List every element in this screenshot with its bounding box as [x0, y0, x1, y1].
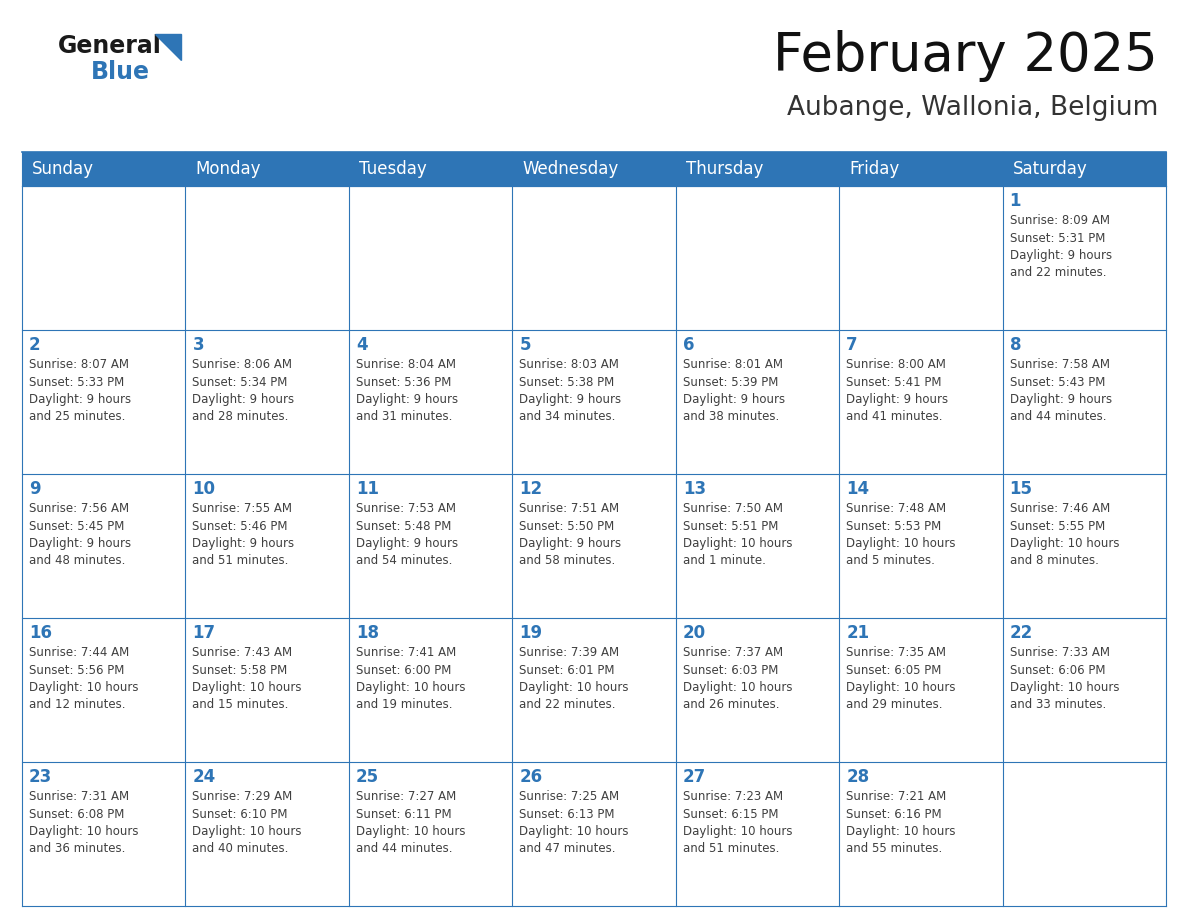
Text: Sunrise: 7:56 AM
Sunset: 5:45 PM
Daylight: 9 hours
and 48 minutes.: Sunrise: 7:56 AM Sunset: 5:45 PM Dayligh…	[29, 502, 131, 567]
Text: 3: 3	[192, 336, 204, 354]
Text: Sunrise: 7:58 AM
Sunset: 5:43 PM
Daylight: 9 hours
and 44 minutes.: Sunrise: 7:58 AM Sunset: 5:43 PM Dayligh…	[1010, 358, 1112, 423]
Text: Sunrise: 7:50 AM
Sunset: 5:51 PM
Daylight: 10 hours
and 1 minute.: Sunrise: 7:50 AM Sunset: 5:51 PM Dayligh…	[683, 502, 792, 567]
Text: 27: 27	[683, 768, 706, 786]
Text: 16: 16	[29, 624, 52, 642]
Text: 1: 1	[1010, 192, 1020, 210]
Text: 14: 14	[846, 480, 870, 498]
Text: Sunrise: 8:03 AM
Sunset: 5:38 PM
Daylight: 9 hours
and 34 minutes.: Sunrise: 8:03 AM Sunset: 5:38 PM Dayligh…	[519, 358, 621, 423]
Text: February 2025: February 2025	[773, 30, 1158, 82]
Text: 22: 22	[1010, 624, 1032, 642]
Text: 8: 8	[1010, 336, 1020, 354]
Text: Sunrise: 7:33 AM
Sunset: 6:06 PM
Daylight: 10 hours
and 33 minutes.: Sunrise: 7:33 AM Sunset: 6:06 PM Dayligh…	[1010, 646, 1119, 711]
Text: Sunrise: 7:21 AM
Sunset: 6:16 PM
Daylight: 10 hours
and 55 minutes.: Sunrise: 7:21 AM Sunset: 6:16 PM Dayligh…	[846, 790, 955, 856]
Text: 19: 19	[519, 624, 543, 642]
Text: Sunrise: 7:53 AM
Sunset: 5:48 PM
Daylight: 9 hours
and 54 minutes.: Sunrise: 7:53 AM Sunset: 5:48 PM Dayligh…	[356, 502, 459, 567]
Text: Sunrise: 7:55 AM
Sunset: 5:46 PM
Daylight: 9 hours
and 51 minutes.: Sunrise: 7:55 AM Sunset: 5:46 PM Dayligh…	[192, 502, 295, 567]
Bar	[23, 152, 1165, 186]
Text: 18: 18	[356, 624, 379, 642]
Text: Friday: Friday	[849, 160, 899, 178]
Text: 9: 9	[29, 480, 40, 498]
Text: Sunrise: 8:06 AM
Sunset: 5:34 PM
Daylight: 9 hours
and 28 minutes.: Sunrise: 8:06 AM Sunset: 5:34 PM Dayligh…	[192, 358, 295, 423]
Text: Saturday: Saturday	[1012, 160, 1087, 178]
Polygon shape	[154, 34, 181, 60]
Text: 5: 5	[519, 336, 531, 354]
Text: Sunrise: 8:00 AM
Sunset: 5:41 PM
Daylight: 9 hours
and 41 minutes.: Sunrise: 8:00 AM Sunset: 5:41 PM Dayligh…	[846, 358, 948, 423]
Text: Tuesday: Tuesday	[359, 160, 426, 178]
Text: Sunrise: 7:29 AM
Sunset: 6:10 PM
Daylight: 10 hours
and 40 minutes.: Sunrise: 7:29 AM Sunset: 6:10 PM Dayligh…	[192, 790, 302, 856]
Text: 24: 24	[192, 768, 216, 786]
Text: Sunrise: 7:43 AM
Sunset: 5:58 PM
Daylight: 10 hours
and 15 minutes.: Sunrise: 7:43 AM Sunset: 5:58 PM Dayligh…	[192, 646, 302, 711]
Text: Sunrise: 7:35 AM
Sunset: 6:05 PM
Daylight: 10 hours
and 29 minutes.: Sunrise: 7:35 AM Sunset: 6:05 PM Dayligh…	[846, 646, 955, 711]
Text: 26: 26	[519, 768, 543, 786]
Text: Sunrise: 7:46 AM
Sunset: 5:55 PM
Daylight: 10 hours
and 8 minutes.: Sunrise: 7:46 AM Sunset: 5:55 PM Dayligh…	[1010, 502, 1119, 567]
Text: Sunrise: 8:09 AM
Sunset: 5:31 PM
Daylight: 9 hours
and 22 minutes.: Sunrise: 8:09 AM Sunset: 5:31 PM Dayligh…	[1010, 214, 1112, 279]
Text: 10: 10	[192, 480, 215, 498]
Text: Sunrise: 7:48 AM
Sunset: 5:53 PM
Daylight: 10 hours
and 5 minutes.: Sunrise: 7:48 AM Sunset: 5:53 PM Dayligh…	[846, 502, 955, 567]
Text: 20: 20	[683, 624, 706, 642]
Text: 4: 4	[356, 336, 367, 354]
Text: Sunrise: 7:27 AM
Sunset: 6:11 PM
Daylight: 10 hours
and 44 minutes.: Sunrise: 7:27 AM Sunset: 6:11 PM Dayligh…	[356, 790, 466, 856]
Text: 15: 15	[1010, 480, 1032, 498]
Text: Sunrise: 8:04 AM
Sunset: 5:36 PM
Daylight: 9 hours
and 31 minutes.: Sunrise: 8:04 AM Sunset: 5:36 PM Dayligh…	[356, 358, 459, 423]
Text: 25: 25	[356, 768, 379, 786]
Text: 12: 12	[519, 480, 543, 498]
Text: General: General	[58, 34, 162, 58]
Text: Aubange, Wallonia, Belgium: Aubange, Wallonia, Belgium	[786, 95, 1158, 121]
Text: Sunrise: 7:37 AM
Sunset: 6:03 PM
Daylight: 10 hours
and 26 minutes.: Sunrise: 7:37 AM Sunset: 6:03 PM Dayligh…	[683, 646, 792, 711]
Text: Sunrise: 7:51 AM
Sunset: 5:50 PM
Daylight: 9 hours
and 58 minutes.: Sunrise: 7:51 AM Sunset: 5:50 PM Dayligh…	[519, 502, 621, 567]
Text: Sunrise: 7:25 AM
Sunset: 6:13 PM
Daylight: 10 hours
and 47 minutes.: Sunrise: 7:25 AM Sunset: 6:13 PM Dayligh…	[519, 790, 628, 856]
Text: 23: 23	[29, 768, 52, 786]
Text: 17: 17	[192, 624, 215, 642]
Text: Sunrise: 7:39 AM
Sunset: 6:01 PM
Daylight: 10 hours
and 22 minutes.: Sunrise: 7:39 AM Sunset: 6:01 PM Dayligh…	[519, 646, 628, 711]
Text: Blue: Blue	[91, 60, 150, 84]
Text: Sunrise: 8:01 AM
Sunset: 5:39 PM
Daylight: 9 hours
and 38 minutes.: Sunrise: 8:01 AM Sunset: 5:39 PM Dayligh…	[683, 358, 785, 423]
Text: Sunrise: 7:41 AM
Sunset: 6:00 PM
Daylight: 10 hours
and 19 minutes.: Sunrise: 7:41 AM Sunset: 6:00 PM Dayligh…	[356, 646, 466, 711]
Text: 2: 2	[29, 336, 40, 354]
Text: Sunday: Sunday	[32, 160, 94, 178]
Text: 13: 13	[683, 480, 706, 498]
Text: 21: 21	[846, 624, 870, 642]
Text: Sunrise: 7:23 AM
Sunset: 6:15 PM
Daylight: 10 hours
and 51 minutes.: Sunrise: 7:23 AM Sunset: 6:15 PM Dayligh…	[683, 790, 792, 856]
Text: Sunrise: 8:07 AM
Sunset: 5:33 PM
Daylight: 9 hours
and 25 minutes.: Sunrise: 8:07 AM Sunset: 5:33 PM Dayligh…	[29, 358, 131, 423]
Text: Sunrise: 7:44 AM
Sunset: 5:56 PM
Daylight: 10 hours
and 12 minutes.: Sunrise: 7:44 AM Sunset: 5:56 PM Dayligh…	[29, 646, 139, 711]
Text: 6: 6	[683, 336, 694, 354]
Text: 11: 11	[356, 480, 379, 498]
Text: Sunrise: 7:31 AM
Sunset: 6:08 PM
Daylight: 10 hours
and 36 minutes.: Sunrise: 7:31 AM Sunset: 6:08 PM Dayligh…	[29, 790, 139, 856]
Text: 7: 7	[846, 336, 858, 354]
Text: Wednesday: Wednesday	[523, 160, 619, 178]
Text: 28: 28	[846, 768, 870, 786]
Text: Thursday: Thursday	[685, 160, 763, 178]
Text: Monday: Monday	[196, 160, 261, 178]
